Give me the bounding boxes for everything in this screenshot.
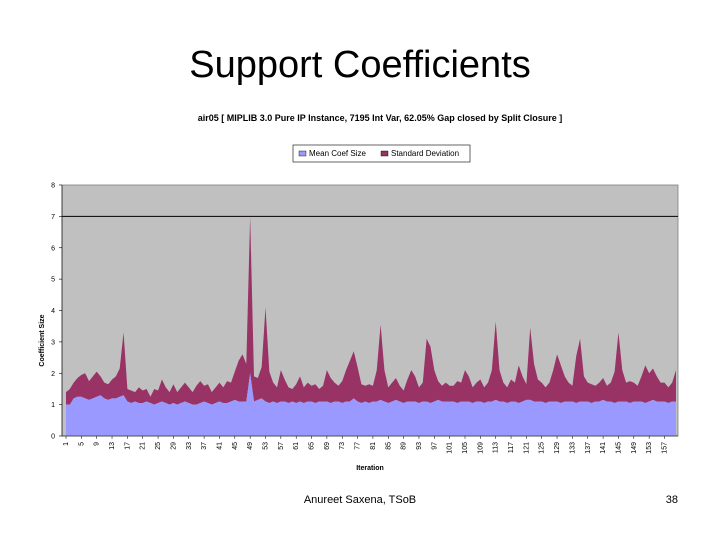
x-tick-label: 65 xyxy=(309,442,316,450)
x-tick-label: 33 xyxy=(186,442,193,450)
legend-swatch-mean xyxy=(298,150,307,157)
x-tick-label: 129 xyxy=(554,442,561,454)
slide-title: Support Coefficients xyxy=(189,44,531,86)
x-tick-label: 57 xyxy=(278,442,285,450)
x-tick-label: 5 xyxy=(78,442,85,446)
x-tick-label: 53 xyxy=(262,442,269,450)
y-tick-label: 6 xyxy=(51,245,55,252)
x-tick-label: 81 xyxy=(370,442,377,450)
x-tick-label: 77 xyxy=(355,442,362,450)
x-tick-label: 149 xyxy=(631,442,638,454)
y-tick-label: 2 xyxy=(51,371,55,378)
x-tick-label: 113 xyxy=(493,442,500,453)
x-tick-label: 105 xyxy=(462,442,469,454)
x-tick-label: 121 xyxy=(523,442,530,454)
x-tick-label: 97 xyxy=(431,442,438,450)
y-tick-label: 3 xyxy=(51,339,55,346)
x-tick-label: 1 xyxy=(63,442,70,446)
series-mean-coef-size xyxy=(66,373,676,436)
x-tick-label: 141 xyxy=(600,442,607,454)
x-tick-label: 69 xyxy=(324,442,331,450)
x-tick-label: 89 xyxy=(401,442,408,450)
x-tick-label: 145 xyxy=(615,442,622,454)
x-tick-label: 9 xyxy=(94,442,101,446)
y-tick-label: 8 xyxy=(51,183,55,190)
x-tick-label: 21 xyxy=(140,442,147,450)
x-tick-label: 73 xyxy=(339,442,346,450)
x-tick-label: 37 xyxy=(201,442,208,450)
x-tick-label: 109 xyxy=(477,442,484,454)
y-tick-label: 0 xyxy=(51,434,55,441)
x-tick-label: 157 xyxy=(661,442,668,454)
legend-label-mean: Mean Coef Size xyxy=(309,149,366,158)
x-tick-label: 17 xyxy=(124,442,131,450)
x-tick-label: 101 xyxy=(447,442,454,454)
x-tick-label: 137 xyxy=(585,442,592,454)
x-tick-label: 153 xyxy=(646,442,653,454)
series-standard-deviation xyxy=(66,216,676,405)
x-tick-label: 45 xyxy=(232,442,239,450)
x-tick-label: 41 xyxy=(216,442,223,450)
x-tick-label: 61 xyxy=(293,442,300,450)
y-tick-label: 7 xyxy=(51,214,55,221)
x-tick-label: 125 xyxy=(539,442,546,454)
footer-author: Anureet Saxena, TSoB xyxy=(303,494,417,506)
x-tick-label: 93 xyxy=(416,442,423,450)
x-tick-label: 85 xyxy=(385,442,392,450)
x-tick-label: 13 xyxy=(109,442,116,450)
x-tick-label: 25 xyxy=(155,442,162,450)
x-tick-label: 117 xyxy=(508,442,515,453)
x-tick-label: 133 xyxy=(569,442,576,454)
y-tick-label: 4 xyxy=(51,308,55,315)
legend-swatch-stddev xyxy=(380,150,389,157)
x-tick-label: 29 xyxy=(170,442,177,450)
x-axis-label: Iteration xyxy=(356,465,384,472)
legend-label-stddev: Standard Deviation xyxy=(391,149,459,158)
y-tick-label: 1 xyxy=(51,402,55,409)
page-number: 38 xyxy=(665,494,678,506)
x-tick-label: 49 xyxy=(247,442,254,450)
y-tick-label: 5 xyxy=(51,277,55,284)
chart-title: air05 [ MIPLIB 3.0 Pure IP Instance, 719… xyxy=(197,113,563,123)
y-axis-label: Coefficient Size xyxy=(39,314,46,366)
